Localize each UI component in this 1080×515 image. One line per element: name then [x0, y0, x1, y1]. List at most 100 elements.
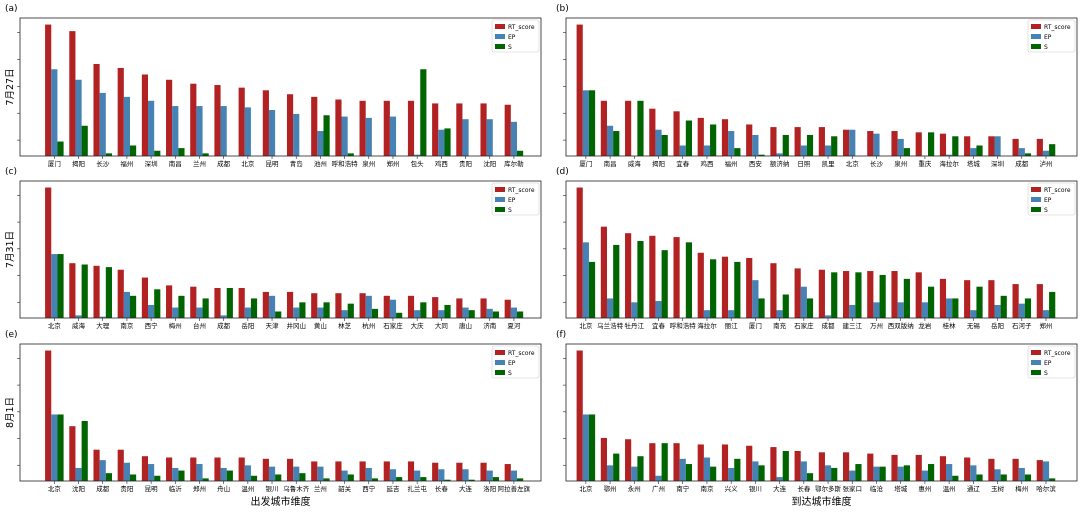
bar-s-b-8	[782, 134, 789, 156]
bar-ep-b-1	[606, 125, 614, 156]
x-tick-label: 包头	[411, 159, 425, 168]
x-tick-label: 延吉	[386, 484, 400, 493]
legend-label-ep: EP	[508, 197, 516, 204]
bar-s-c-11	[323, 302, 330, 318]
bar-ep-a-15	[414, 154, 421, 156]
bar-rt-score-e-16	[432, 462, 439, 481]
legend-label-ep: EP	[508, 34, 516, 41]
bar-ep-a-10	[293, 113, 300, 156]
x-tick-label: 北京	[241, 159, 255, 168]
y-axis-label: 8月1日	[5, 397, 16, 428]
x-tick-label: 舟山	[217, 484, 230, 493]
bar-s-d-15	[952, 298, 959, 318]
x-tick-label: 扎兰屯	[407, 484, 427, 493]
x-tick-label: 沈阳	[483, 159, 496, 168]
series-s-d	[588, 241, 1056, 318]
x-tick-label: 威海	[72, 321, 86, 330]
x-tick-label: 张家口	[843, 484, 863, 493]
x-tick-label: 韶关	[338, 484, 352, 493]
bar-rt-score-a-7	[214, 85, 221, 156]
bar-ep-c-19	[510, 307, 517, 318]
bar-ep-b-11	[849, 129, 856, 156]
bar-s-c-2	[105, 267, 112, 318]
bar-s-f-11	[855, 464, 862, 481]
bar-s-b-14	[928, 132, 935, 156]
bar-ep-e-8	[244, 465, 251, 481]
x-tick-label: 兰州	[314, 484, 327, 493]
bar-rt-score-a-11	[311, 96, 318, 156]
panel-label: (f)	[556, 330, 566, 340]
bar-rt-score-b-15	[939, 133, 947, 156]
x-tick-label: 林芝	[338, 321, 352, 330]
bar-ep-b-18	[1018, 148, 1025, 156]
bar-s-e-15	[420, 477, 427, 481]
panel-a: 厦门 揭阳 长沙 福州 深圳 南昌 兰州 成都 北京 昆明 青岛 池州 呼和浩特 泉州 郑州 包头 鸡西 贵阳 沈阳…	[5, 4, 542, 168]
bar-rt-score-d-13	[891, 271, 898, 318]
bar-ep-f-15	[946, 464, 953, 481]
bar-ep-a-6	[196, 106, 203, 156]
bar-s-d-3	[661, 250, 668, 318]
legend-swatch-ep	[1031, 197, 1041, 202]
x-tick-label: 龙岩	[918, 321, 932, 330]
legend: RT_score EP S	[1027, 19, 1076, 53]
x-tick-label: 长沙	[870, 159, 884, 168]
bar-rt-score-d-19	[1036, 284, 1043, 318]
bar-ep-c-16	[438, 310, 445, 318]
bar-rt-score-e-0	[45, 350, 52, 481]
bar-ep-e-2	[99, 460, 106, 481]
bar-s-e-19	[516, 478, 524, 481]
bar-ep-b-12	[873, 133, 880, 156]
bar-rt-score-c-14	[383, 295, 390, 318]
series-rt-score-c	[45, 187, 511, 318]
legend-swatch-rt-score	[495, 350, 505, 355]
bar-ep-f-7	[752, 461, 759, 481]
bar-s-e-5	[178, 470, 185, 481]
x-tick-label: 万州	[870, 322, 883, 330]
x-tick-label: 成都	[1015, 159, 1029, 168]
bar-ep-f-16	[970, 465, 977, 481]
bar-s-c-5	[178, 295, 185, 318]
panel-f: 北京 鄂州 永州 广州 南宁 南京 兴义 银川 大连 长春 鄂尔多斯 张家口 临沧 塔城 惠州 温州 通辽 玉树 梅…	[556, 330, 1078, 508]
legend-swatch-ep	[1031, 360, 1041, 365]
bar-s-f-13	[903, 465, 910, 481]
x-tick-label: 大理	[96, 321, 110, 330]
legend-label-ep: EP	[1044, 34, 1052, 41]
bar-ep-f-6	[728, 467, 735, 481]
bar-s-e-3	[129, 474, 137, 481]
bar-rt-score-d-16	[964, 280, 971, 318]
bar-rt-score-b-5	[697, 117, 704, 156]
bar-rt-score-c-5	[166, 285, 173, 318]
legend-swatch-ep	[495, 34, 505, 39]
bar-s-f-2	[637, 456, 644, 481]
x-axis: 北京 沈阳 成都 贵阳 昆明 临沂 郑州 舟山 温州 银川 乌鲁木齐 兰州 韶关 西宁 延吉 扎兰屯 长春 大连 洛…	[48, 481, 531, 493]
bar-ep-a-1	[75, 79, 82, 156]
bar-rt-score-e-8	[238, 457, 245, 481]
legend-swatch-ep	[495, 360, 505, 365]
x-tick-label: 泉州	[894, 159, 907, 168]
y-axis-label: 7月31日	[5, 231, 16, 268]
bar-rt-score-b-13	[891, 131, 898, 156]
x-tick-label: 兰州	[193, 159, 206, 168]
bar-rt-score-e-17	[456, 462, 463, 481]
x-tick-label: 台州	[193, 321, 206, 330]
bar-rt-score-d-2	[625, 233, 632, 318]
series-rt-score-a	[45, 24, 511, 156]
bar-s-a-16	[444, 128, 451, 156]
bar-rt-score-e-14	[383, 461, 390, 481]
bar-ep-c-6	[196, 307, 203, 318]
legend-label-s: S	[1044, 44, 1048, 51]
bar-s-c-14	[396, 312, 403, 318]
legend-label-rt-score: RT_score	[508, 24, 535, 31]
x-tick-label: 兴义	[725, 484, 739, 493]
bar-rt-score-f-2	[625, 439, 632, 481]
bar-rt-score-a-16	[432, 103, 439, 156]
bar-rt-score-f-7	[746, 445, 753, 481]
legend-swatch-rt-score	[495, 24, 505, 29]
bar-rt-score-a-5	[166, 79, 173, 156]
x-tick-label: 重庆	[918, 159, 932, 168]
bar-ep-c-14	[389, 299, 397, 318]
bar-s-f-1	[613, 453, 620, 481]
bar-s-b-1	[613, 131, 620, 156]
series-rt-score-e	[45, 350, 511, 481]
bar-rt-score-a-18	[480, 103, 487, 156]
